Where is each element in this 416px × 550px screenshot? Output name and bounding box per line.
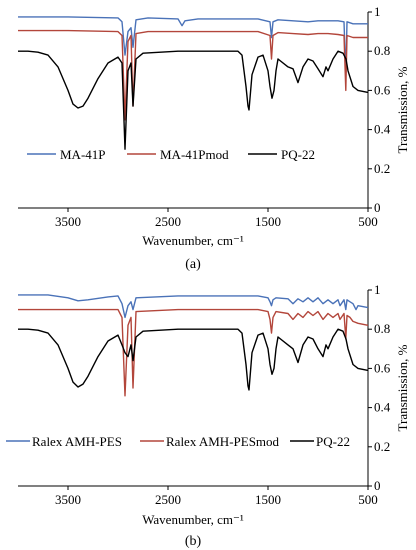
legend-label-ralex-amh-pes: Ralex AMH-PES xyxy=(32,434,122,449)
series-layer xyxy=(18,16,369,150)
x-tick-label: 500 xyxy=(358,492,378,507)
legend-label-ma-41pmod: MA-41Pmod xyxy=(160,147,229,162)
x-tick-label: 1500 xyxy=(255,492,281,507)
y-axis-title: Transmission, % xyxy=(395,344,410,431)
x-tick-label: 500 xyxy=(358,214,378,229)
y-tick-label: 0.2 xyxy=(374,439,390,454)
panel-b: 3500 2500 1500 500 0 0.2 0.4 0.6 0.8 1 Wavenumbe… xyxy=(6,282,410,549)
tick-marks xyxy=(67,289,372,490)
x-tick-labels: 3500 2500 1500 500 xyxy=(55,214,378,229)
y-tick-label: 0.6 xyxy=(374,360,391,375)
series-line-ralex-amh-pes xyxy=(18,294,369,319)
y-tick-label: 1 xyxy=(374,282,381,297)
y-tick-label: 1 xyxy=(374,4,381,19)
x-axis-title: Wavenumber, cm⁻¹ xyxy=(142,512,244,527)
x-tick-label: 1500 xyxy=(255,214,281,229)
series-line-ma-41pmod xyxy=(18,29,368,121)
series-line-ma-41p xyxy=(18,16,368,76)
tick-marks xyxy=(67,11,372,212)
y-axis-title: Transmission, % xyxy=(395,66,410,153)
y-tick-label: 0.2 xyxy=(374,161,390,176)
y-tick-labels: 0 0.2 0.4 0.6 0.8 1 xyxy=(374,282,391,493)
y-tick-label: 0.4 xyxy=(374,400,391,415)
series-layer xyxy=(18,294,369,397)
series-line-pq-22 xyxy=(18,328,369,391)
x-tick-label: 3500 xyxy=(55,214,81,229)
legend: Ralex AMH-PES Ralex AMH-PESmod PQ-22 xyxy=(6,434,350,449)
x-tick-label: 2500 xyxy=(155,214,181,229)
y-tick-label: 0 xyxy=(374,478,381,493)
legend-label-pq-22: PQ-22 xyxy=(316,434,350,449)
legend-label-ralex-amh-pesmod: Ralex AMH-PESmod xyxy=(166,434,280,449)
y-tick-label: 0 xyxy=(374,200,381,215)
series-line-ralex-amh-pesmod xyxy=(18,308,369,397)
y-tick-label: 0.8 xyxy=(374,321,390,336)
y-tick-labels: 0 0.2 0.4 0.6 0.8 1 xyxy=(374,4,391,215)
y-tick-label: 0.6 xyxy=(374,82,391,97)
series-line-pq-22 xyxy=(18,50,369,150)
panel-a: 3500 2500 1500 500 0 0.2 0.4 0.6 0.8 1 Wavenumbe… xyxy=(18,4,410,272)
panel-label-a: (a) xyxy=(185,257,201,272)
x-tick-label: 2500 xyxy=(155,492,181,507)
y-tick-label: 0.4 xyxy=(374,122,391,137)
legend-label-pq-22: PQ-22 xyxy=(281,147,315,162)
legend-label-ma-41p: MA-41P xyxy=(60,147,106,162)
legend: MA-41P MA-41Pmod PQ-22 xyxy=(27,147,315,162)
x-axis-title: Wavenumber, cm⁻¹ xyxy=(142,233,244,248)
y-tick-label: 0.8 xyxy=(374,43,390,58)
panel-label-b: (b) xyxy=(185,534,202,549)
x-tick-labels: 3500 2500 1500 500 xyxy=(55,492,378,507)
x-tick-label: 3500 xyxy=(55,492,81,507)
